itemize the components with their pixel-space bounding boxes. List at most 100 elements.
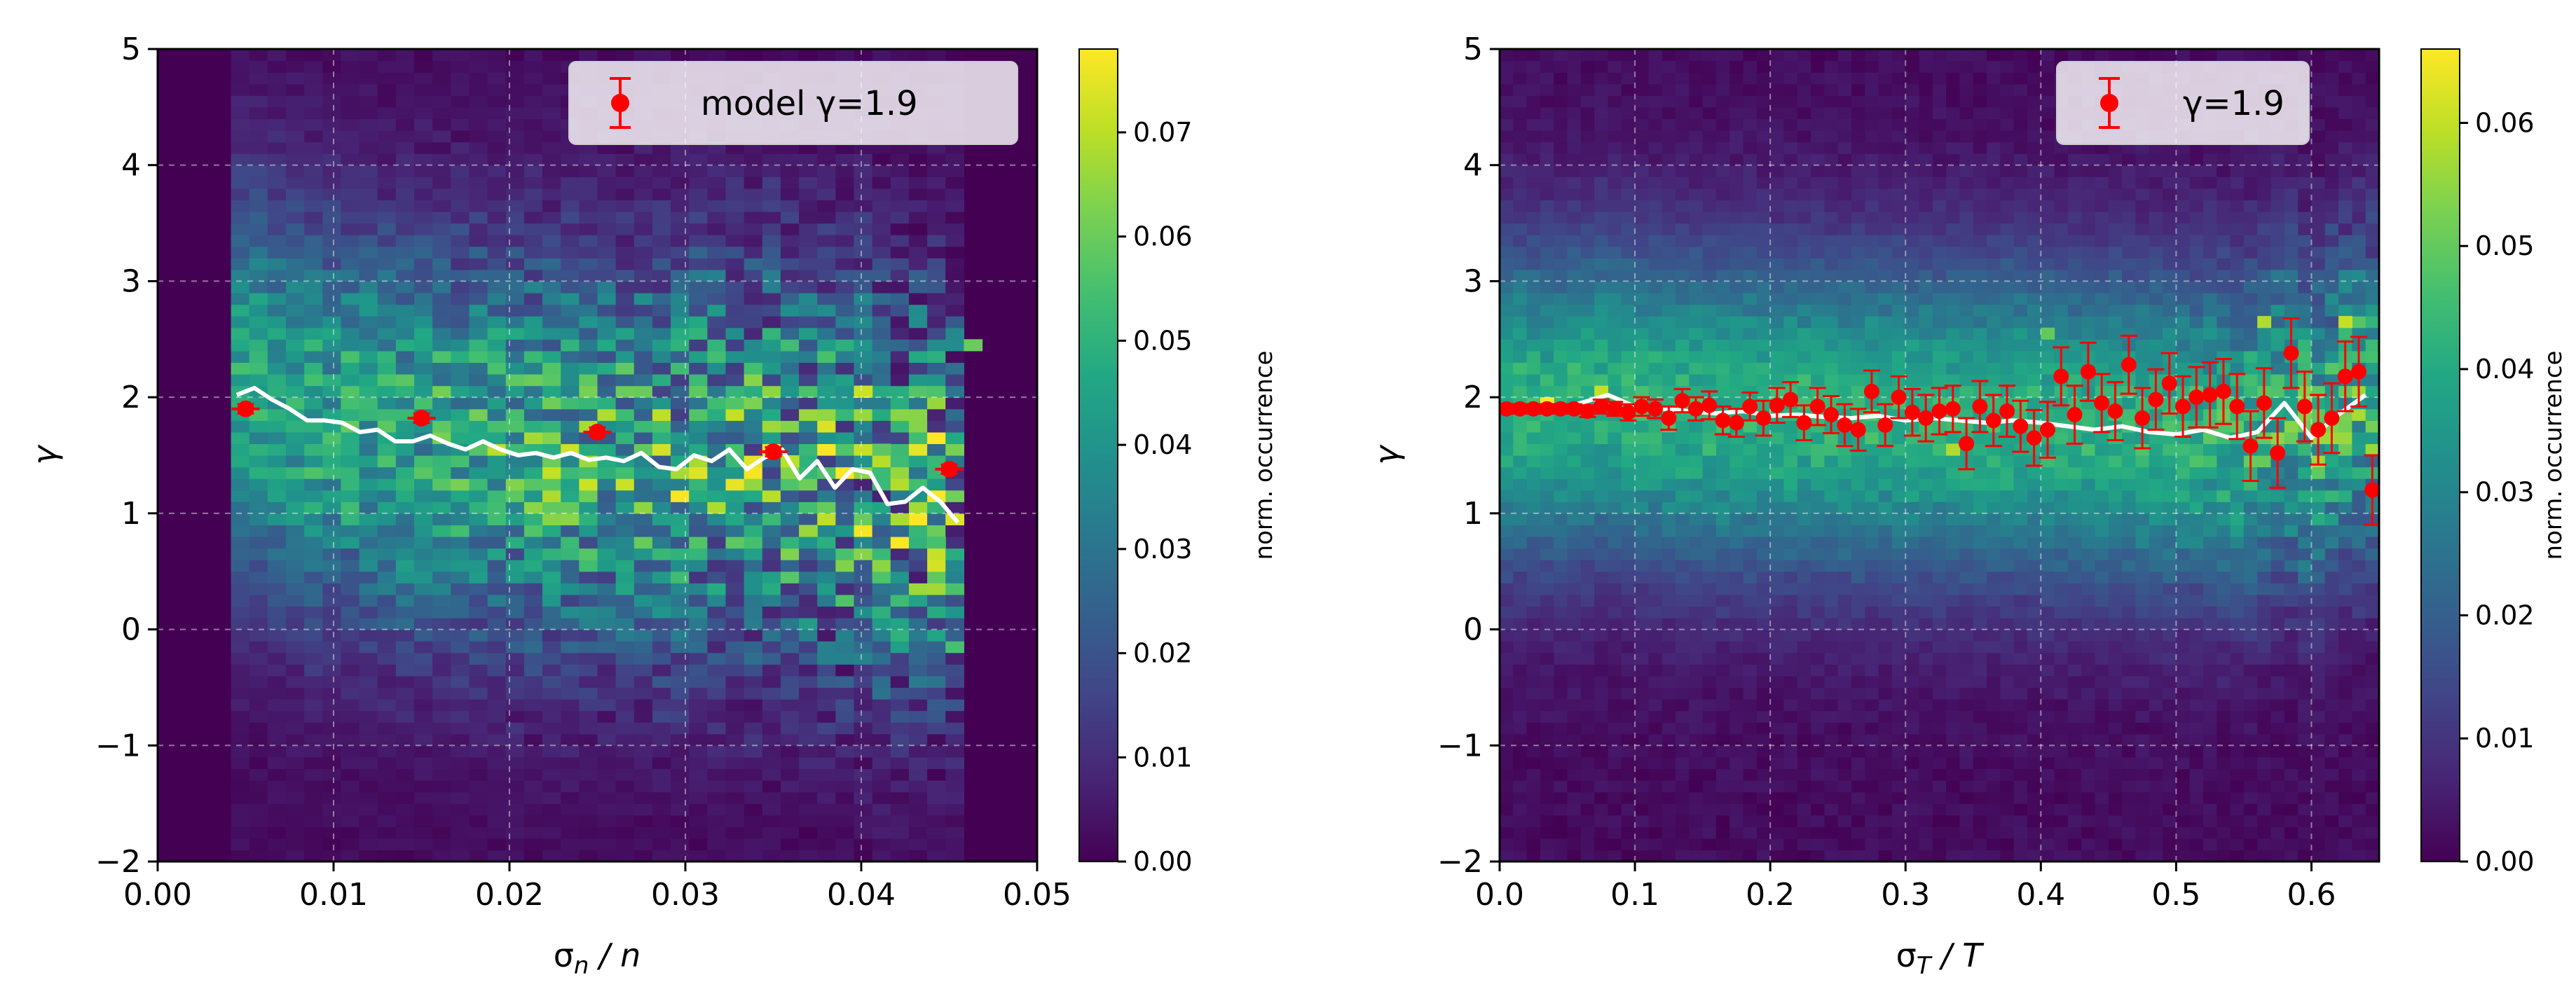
right-heat-bin <box>1554 49 1568 62</box>
left-heat-bin <box>341 803 360 816</box>
left-heat-bin <box>304 177 323 189</box>
right-heat-bin <box>1824 652 1839 665</box>
right-heat-bin <box>1824 815 1839 827</box>
left-heat-bin <box>432 235 451 247</box>
left-heat-bin <box>652 235 671 247</box>
right-heat-bin <box>1797 502 1811 514</box>
right-heat-bin <box>1554 362 1568 375</box>
left-heat-bin <box>267 827 287 839</box>
left-heat-bin <box>432 756 451 770</box>
left-heat-bin <box>652 478 671 491</box>
left-heat-bin <box>286 177 305 189</box>
left-heat-bin <box>542 733 561 746</box>
left-heat-bin <box>432 815 451 827</box>
right-heat-bin <box>1837 350 1852 364</box>
left-legend: model γ=1.9 <box>568 61 1018 145</box>
left-heat-bin <box>523 153 543 166</box>
left-heat-bin <box>689 397 708 410</box>
right-heat-bin <box>1715 165 1730 177</box>
left-heat-bin <box>707 583 727 595</box>
left-heat-bin <box>304 803 323 816</box>
right-heat-bin <box>1824 374 1839 387</box>
left-heat-bin <box>835 374 855 387</box>
right-heat-bin <box>1662 478 1676 491</box>
left-heat-bin <box>487 641 507 653</box>
left-heat-bin <box>523 850 543 862</box>
left-heat-bin <box>927 212 946 224</box>
left-heat-bin <box>487 780 507 793</box>
left-heat-bin <box>927 316 946 329</box>
right-heat-bin <box>1743 235 1758 247</box>
left-heat-bin <box>267 733 287 746</box>
left-heat-bin <box>523 838 543 851</box>
right-heat-bin <box>1608 258 1622 270</box>
left-heat-bin <box>432 606 451 618</box>
left-heat-bin <box>579 165 598 177</box>
left-heat-bin <box>249 72 268 85</box>
right-heat-bin <box>1851 72 1865 85</box>
left-heat-bin <box>523 258 543 270</box>
left-heat-bin <box>523 118 543 131</box>
right-heat-bin <box>1608 687 1622 700</box>
left-heat-bin <box>432 710 451 723</box>
right-heat-bin <box>1689 130 1704 143</box>
left-heat-bin <box>249 118 268 131</box>
left-heat-bin <box>267 537 287 549</box>
right-heat-bin <box>1662 664 1676 677</box>
right-heat-bin <box>1513 304 1528 317</box>
left-heat-bin <box>817 246 836 258</box>
right-heat-bin <box>1513 466 1528 479</box>
left-heat-bin <box>817 710 836 723</box>
right-heat-bin <box>1770 502 1785 514</box>
right-heat-bin <box>1715 722 1730 735</box>
left-legend-label: model γ=1.9 <box>701 84 918 123</box>
left-heat-bin <box>854 478 873 491</box>
left-heat-bin <box>744 618 763 630</box>
left-heat-bin <box>523 583 543 595</box>
left-heat-bin <box>469 652 488 665</box>
right-heat-bin <box>1851 455 1865 468</box>
left-heat-bin <box>469 756 488 770</box>
left-heat-bin <box>542 177 561 189</box>
right-heat-bin <box>1851 722 1865 735</box>
right-heat-bin <box>1878 594 1893 607</box>
left-heat-bin <box>451 83 470 96</box>
left-heat-bin <box>799 374 818 387</box>
left-heat-bin <box>890 571 910 583</box>
left-heat-bin <box>341 258 360 270</box>
right-heat-bin <box>1635 850 1649 862</box>
left-heat-bin <box>945 780 965 793</box>
right-heat-bin <box>1824 502 1839 514</box>
left-heat-bin <box>341 95 360 108</box>
left-heat-bin <box>817 780 836 793</box>
right-heat-bin <box>1540 200 1554 212</box>
right-heat-bin <box>1676 768 1690 781</box>
right-heat-bin <box>1770 548 1785 560</box>
right-heat-bin <box>1513 803 1528 816</box>
left-heat-bin <box>890 420 910 433</box>
right-heat-bin <box>1635 722 1649 735</box>
left-heat-bin <box>725 827 745 839</box>
right-heat-bin <box>1594 478 1609 491</box>
left-y-tick-label: 2 <box>121 380 141 415</box>
left-heat-bin <box>615 756 635 770</box>
right-heat-bin <box>1540 327 1554 340</box>
left-heat-bin <box>487 130 507 143</box>
right-heat-bin <box>1756 327 1771 340</box>
right-heat-bin <box>1743 443 1758 456</box>
left-heat-bin <box>707 269 727 282</box>
right-heat-bin <box>1783 141 1798 154</box>
left-heat-bin <box>597 316 617 329</box>
left-heat-bin <box>377 327 397 340</box>
left-heat-bin <box>377 443 397 456</box>
left-heat-bin <box>799 431 818 445</box>
left-heat-bin <box>725 177 745 189</box>
right-heat-bin <box>1608 327 1622 340</box>
right-heat-bin <box>1865 141 1879 154</box>
left-heat-bin <box>671 327 690 340</box>
left-heat-bin <box>505 188 525 201</box>
left-heat-bin <box>762 350 781 364</box>
left-heat-bin <box>341 362 360 375</box>
right-heat-bin <box>1540 838 1554 851</box>
